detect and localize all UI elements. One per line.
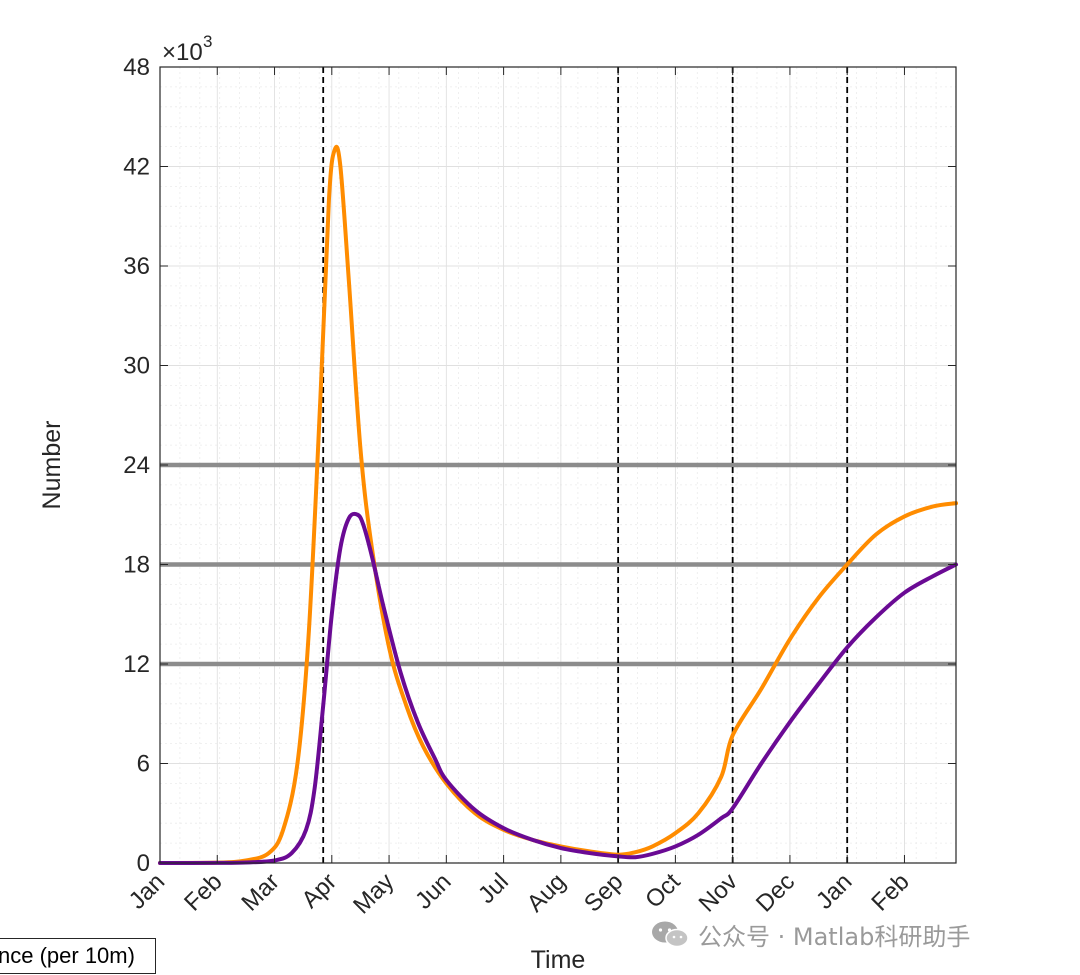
x-tick-label: Dec — [751, 868, 800, 917]
x-tick-label: Feb — [179, 868, 227, 916]
legend-box: nce (per 10m) — [0, 938, 156, 974]
watermark-text: 公众号 · Matlab科研助手 — [698, 922, 971, 951]
x-tick-label: Sep — [579, 868, 628, 917]
legend-text: nce (per 10m) — [0, 943, 135, 968]
x-tick-label: Mar — [236, 868, 284, 916]
y-tick-label: 6 — [137, 751, 150, 778]
x-tick-label: Nov — [694, 868, 743, 917]
y-tick-label: 18 — [123, 552, 150, 579]
x-tick-label: Jun — [410, 868, 456, 914]
y-tick-label: 48 — [123, 54, 150, 81]
x-tick-label: Apr — [297, 868, 343, 914]
x-axis-ticks: Jan Feb Mar Apr May Jun Jul Aug Sep Oct Nov Dec Jan F… — [124, 67, 915, 919]
y-tick-label: 36 — [123, 253, 150, 280]
x-tick-label: Jul — [473, 868, 514, 909]
x-tick-label: Jan — [811, 868, 857, 914]
y-exponent-base: ×10 — [162, 39, 203, 66]
watermark: 公众号 · Matlab科研助手 — [650, 916, 970, 952]
series-line-1 — [158, 144, 958, 865]
x-tick-label: Feb — [866, 868, 914, 916]
dashed-vertical-lines — [322, 67, 849, 863]
reference-lines — [160, 462, 956, 667]
y-exponent-power: 3 — [203, 32, 212, 51]
x-tick-label: May — [348, 868, 399, 919]
y-tick-label: 0 — [137, 850, 150, 877]
series-lines — [158, 144, 958, 865]
x-tick-label: Oct — [640, 868, 686, 914]
x-tick-label: Aug — [522, 868, 571, 917]
y-axis-label: Number — [38, 421, 66, 510]
y-tick-label: 24 — [123, 452, 150, 479]
y-axis-ticks: 0 6 12 18 24 30 36 42 48 — [123, 54, 956, 877]
y-tick-label: 12 — [123, 651, 150, 678]
x-axis-label: Time — [531, 946, 586, 974]
wechat-icon — [652, 921, 689, 948]
x-tick-label: Jan — [124, 868, 170, 914]
series-line-2 — [158, 511, 958, 865]
y-tick-label: 30 — [123, 353, 150, 380]
y-tick-label: 42 — [123, 154, 150, 181]
